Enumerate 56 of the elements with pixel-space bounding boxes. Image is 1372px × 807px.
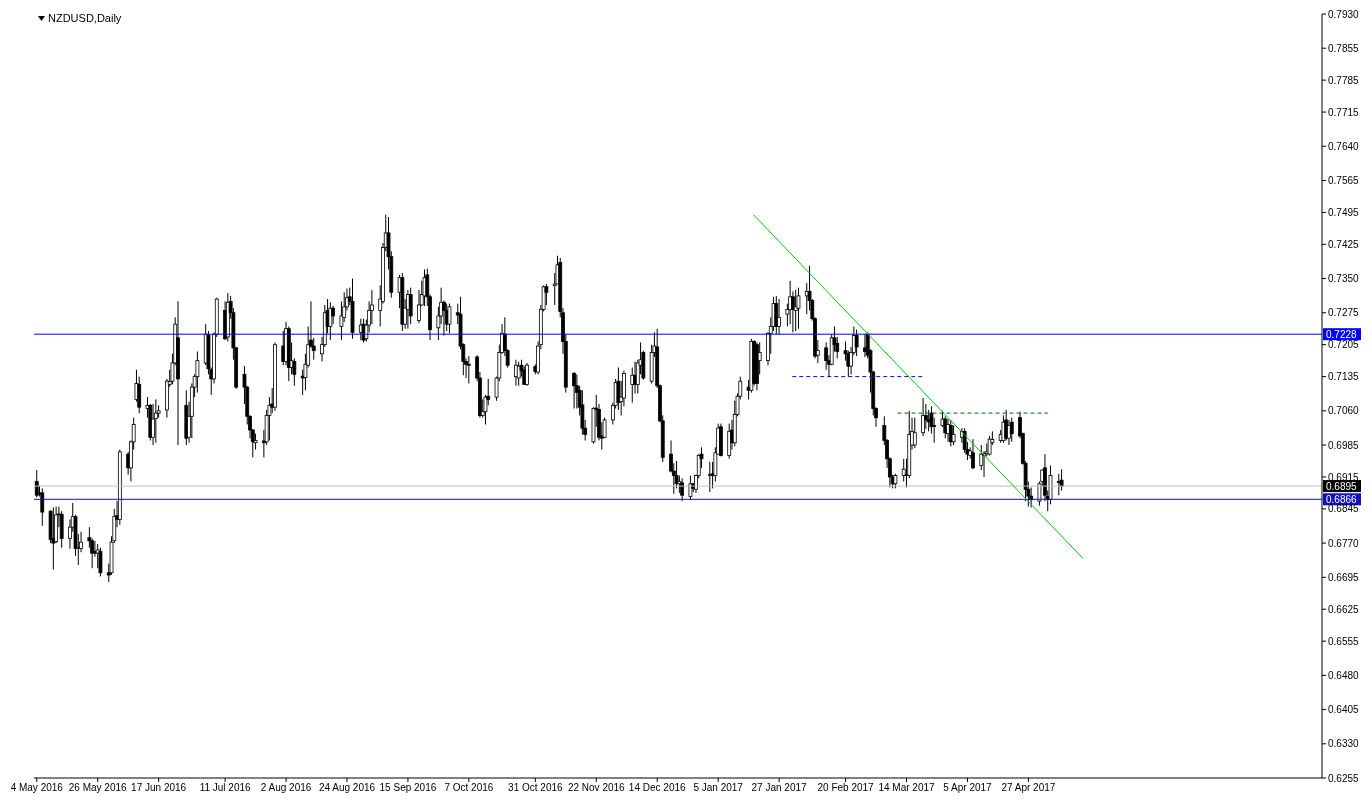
- x-tick-label: 24 Aug 2016: [318, 782, 376, 794]
- y-tick-label: 0.6695: [1328, 571, 1360, 583]
- candlestick: [328, 301, 333, 341]
- x-tick-label: 17 Jun 2016: [131, 782, 187, 794]
- y-tick-label: 0.6255: [1328, 772, 1360, 784]
- y-tick-label: 0.6405: [1328, 704, 1360, 716]
- y-tick-label: 0.7060: [1328, 405, 1360, 417]
- ref-line-label: 0.7228: [1326, 329, 1358, 341]
- y-tick-label: 0.6330: [1328, 738, 1360, 750]
- x-tick-label: 27 Apr 2017: [1001, 782, 1056, 794]
- y-tick-label: 0.6625: [1328, 603, 1360, 615]
- x-tick-label: 20 Feb 2017: [817, 782, 875, 794]
- y-tick-label: 0.6480: [1328, 669, 1360, 681]
- y-tick-label: 0.7855: [1328, 42, 1360, 54]
- candlestick: [1059, 468, 1064, 492]
- y-tick-label: 0.7275: [1328, 307, 1360, 319]
- y-tick-label: 0.6770: [1328, 537, 1360, 549]
- y-tick-label: 0.6985: [1328, 439, 1360, 451]
- y-tick-label: 0.7715: [1328, 106, 1360, 118]
- candlestick: [921, 397, 925, 437]
- candlestick: [777, 298, 781, 335]
- x-tick-label: 5 Jan 2017: [693, 782, 744, 794]
- y-tick-label: 0.7205: [1328, 339, 1360, 351]
- x-tick-label: 27 Jan 2017: [751, 782, 808, 794]
- y-tick-label: 0.7135: [1328, 371, 1360, 383]
- x-tick-label: 11 Jul 2016: [199, 782, 252, 794]
- candlestick: [854, 329, 859, 357]
- candlestick: [195, 351, 200, 394]
- y-tick-label: 0.7425: [1328, 238, 1360, 250]
- x-tick-label: 26 May 2016: [68, 782, 128, 794]
- ref-line-label: 0.6866: [1326, 494, 1358, 506]
- y-tick-label: 0.7640: [1328, 140, 1360, 152]
- y-tick-label: 0.7930: [1328, 8, 1360, 20]
- x-tick-label: 31 Oct 2016: [508, 782, 564, 794]
- x-tick-label: 15 Sep 2016: [379, 782, 437, 794]
- x-tick-label: 4 May 2016: [10, 782, 64, 794]
- y-tick-label: 0.6845: [1328, 503, 1360, 515]
- y-tick-label: 0.7350: [1328, 273, 1360, 285]
- y-tick-label: 0.7785: [1328, 74, 1360, 86]
- x-tick-label: 14 Dec 2016: [628, 782, 687, 794]
- y-tick-label: 0.7495: [1328, 206, 1360, 218]
- candlestick: [951, 424, 956, 446]
- x-tick-label: 14 Mar 2017: [878, 782, 936, 794]
- candlestick: [544, 283, 549, 306]
- candlestick: [1029, 486, 1034, 509]
- candlestick: [580, 389, 585, 436]
- chart-title: NZDUSD,Daily: [48, 12, 122, 24]
- x-tick-label: 7 Oct 2016: [444, 782, 494, 794]
- y-tick-label: 0.7565: [1328, 175, 1360, 187]
- y-tick-label: 0.6915: [1328, 471, 1360, 483]
- ref-line-label: 0.6895: [1326, 481, 1358, 493]
- x-tick-label: 2 Aug 2016: [260, 782, 312, 794]
- candlestick: [98, 547, 103, 577]
- x-tick-label: 22 Nov 2016: [567, 782, 626, 794]
- x-tick-label: 5 Apr 2017: [943, 782, 993, 794]
- y-tick-label: 0.6555: [1328, 635, 1360, 647]
